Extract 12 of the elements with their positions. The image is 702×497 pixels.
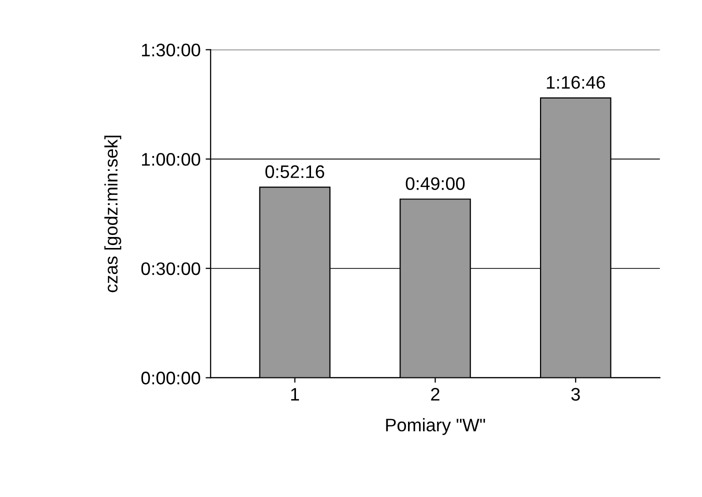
x-tick-label: 1 [291, 388, 299, 401]
y-tick-label: 1:30:00 [142, 44, 200, 56]
x-axis-title: Pomiary "W" [386, 418, 486, 435]
y-axis-title: czas [godz:min:sek] [104, 136, 122, 292]
x-tick-label: 3 [571, 388, 580, 401]
x-tick-label: 2 [431, 388, 440, 401]
y-tick-label: 0:00:00 [141, 372, 200, 384]
y-tick-label: 1:00:00 [142, 152, 200, 166]
data-label: 1:16:46 [546, 76, 605, 89]
data-label: 0:49:00 [406, 177, 465, 190]
y-tick-label: 0:30:00 [141, 262, 200, 276]
data-label: 0:52:16 [265, 165, 324, 178]
